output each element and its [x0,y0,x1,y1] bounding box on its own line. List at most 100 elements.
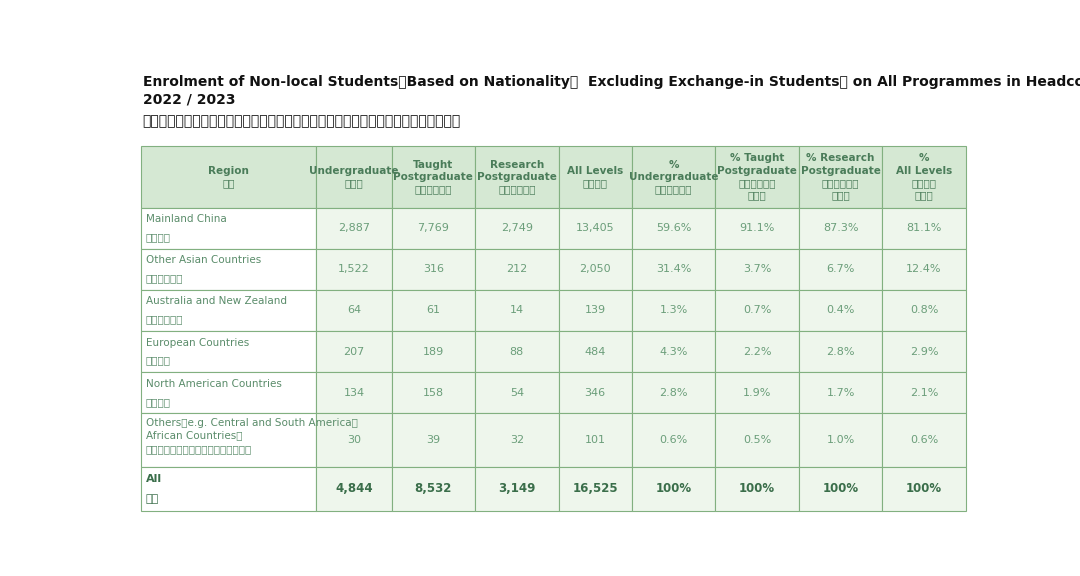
Text: 1.3%: 1.3% [660,305,688,316]
Text: 2,887: 2,887 [338,223,370,233]
Text: 0.7%: 0.7% [743,305,771,316]
Text: 2,050: 2,050 [579,264,611,274]
Bar [392,249,475,290]
Bar [141,331,316,372]
Text: 其他亚洲国家: 其他亚洲国家 [146,274,184,283]
Text: 4,844: 4,844 [335,482,373,495]
Bar [316,413,392,467]
Text: 4.3%: 4.3% [660,347,688,357]
Bar [392,467,475,511]
Text: Others（e.g. Central and South America，: Others（e.g. Central and South America， [146,418,357,428]
Bar [882,331,966,372]
Bar [632,249,715,290]
Text: 346: 346 [584,388,606,397]
Text: 1.9%: 1.9% [743,388,771,397]
Text: 2.8%: 2.8% [826,347,855,357]
Bar [475,249,558,290]
Bar [392,208,475,249]
Bar [715,208,799,249]
Text: 0.6%: 0.6% [910,435,939,445]
Text: 2.2%: 2.2% [743,347,771,357]
Bar [316,331,392,372]
Text: 32: 32 [510,435,524,445]
Text: 39: 39 [427,435,441,445]
Bar [632,413,715,467]
Text: 2022 / 2023: 2022 / 2023 [143,92,235,106]
Bar [316,467,392,511]
Bar [799,331,882,372]
Text: 316: 316 [422,264,444,274]
Text: 澳洲及新西兰: 澳洲及新西兰 [146,314,184,324]
Bar [392,372,475,413]
Bar [715,331,799,372]
Text: 189: 189 [422,347,444,357]
Bar [316,208,392,249]
Text: % Taught
Postgraduate
修课式研究生
百分比: % Taught Postgraduate 修课式研究生 百分比 [717,153,797,200]
Text: 12.4%: 12.4% [906,264,942,274]
Text: 484: 484 [584,347,606,357]
Text: 0.8%: 0.8% [909,305,939,316]
Bar [392,331,475,372]
Bar [475,290,558,331]
Text: 14: 14 [510,305,524,316]
Text: 6.7%: 6.7% [826,264,854,274]
Bar [799,146,882,208]
Bar [475,208,558,249]
Bar [882,146,966,208]
Text: 北美国家: 北美国家 [146,397,171,407]
Text: 3,149: 3,149 [498,482,536,495]
Bar [632,208,715,249]
Text: 30: 30 [347,435,361,445]
Bar [882,208,966,249]
Text: 64: 64 [347,305,361,316]
Bar [141,372,316,413]
Text: 8,532: 8,532 [415,482,453,495]
Text: 100%: 100% [739,482,775,495]
Bar [558,208,632,249]
Bar [141,208,316,249]
Text: 1,522: 1,522 [338,264,370,274]
Text: 158: 158 [422,388,444,397]
Text: Research
Postgraduate
研究式研究生: Research Postgraduate 研究式研究生 [477,160,556,194]
Bar [799,372,882,413]
Bar [715,413,799,467]
Bar [799,208,882,249]
Text: African Countries）: African Countries） [146,431,242,441]
Text: 2.9%: 2.9% [909,347,939,357]
Bar [882,413,966,467]
Text: 59.6%: 59.6% [656,223,691,233]
Bar [475,146,558,208]
Bar [882,372,966,413]
Text: 54: 54 [510,388,524,397]
Text: 100%: 100% [823,482,859,495]
Text: %
All Levels
全部课程
百分比: % All Levels 全部课程 百分比 [896,153,953,200]
Text: Other Asian Countries: Other Asian Countries [146,255,261,266]
Text: 100%: 100% [906,482,942,495]
Bar [799,467,882,511]
Bar [715,146,799,208]
Bar [558,413,632,467]
Text: 31.4%: 31.4% [656,264,691,274]
Text: 0.6%: 0.6% [660,435,688,445]
Bar [392,146,475,208]
Text: Region
地区: Region 地区 [208,166,249,188]
Text: % Research
Postgraduate
研究式研究生
百分比: % Research Postgraduate 研究式研究生 百分比 [800,153,880,200]
Text: 88: 88 [510,347,524,357]
Text: 1.0%: 1.0% [826,435,854,445]
Bar [715,372,799,413]
Text: 二零二二／二零二三年度所有课程非本地学生（以国籍釐定，不包括交换生）就读人数: 二零二二／二零二三年度所有课程非本地学生（以国籍釐定，不包括交换生）就读人数 [143,114,461,128]
Text: 81.1%: 81.1% [906,223,942,233]
Text: 0.5%: 0.5% [743,435,771,445]
Text: 2,749: 2,749 [501,223,532,233]
Bar [316,372,392,413]
Text: 0.4%: 0.4% [826,305,854,316]
Bar [799,413,882,467]
Text: 1.7%: 1.7% [826,388,854,397]
Text: 101: 101 [584,435,606,445]
Text: 207: 207 [343,347,365,357]
Text: Australia and New Zealand: Australia and New Zealand [146,297,287,306]
Text: 139: 139 [584,305,606,316]
Bar [475,467,558,511]
Text: All: All [146,474,162,484]
Bar [882,249,966,290]
